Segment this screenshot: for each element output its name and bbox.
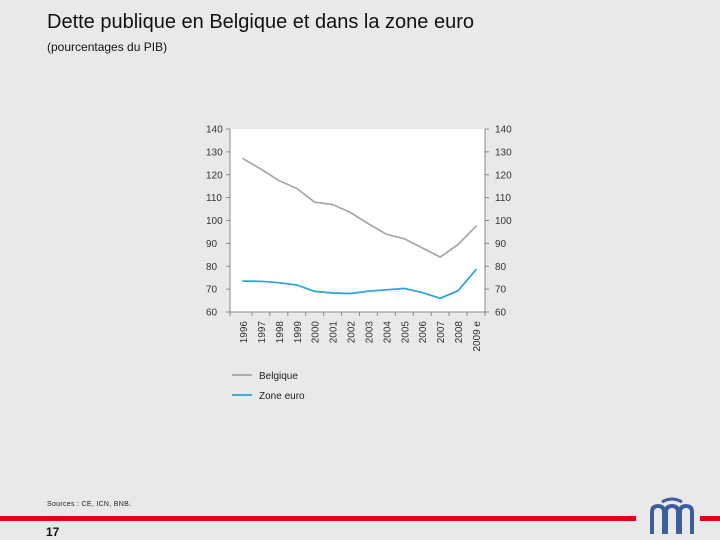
y-tick-label-right: 140: [495, 125, 512, 136]
x-tick-label: 2008: [454, 321, 465, 344]
y-tick-label-right: 130: [495, 147, 512, 158]
x-tick-label: 2001: [329, 321, 340, 344]
x-tick-label: 2000: [311, 321, 322, 344]
x-tick-label: 2009 e: [472, 321, 483, 352]
y-tick-label-left: 60: [206, 308, 218, 319]
x-tick-label: 1996: [239, 321, 250, 344]
x-tick-label: 2003: [364, 321, 375, 344]
line-chart: 140 130 120 110 100 90 80 70 60 140 130 120 110 100 9…: [206, 125, 512, 403]
series-line-belgique: [242, 157, 477, 258]
x-tick-label: 2007: [436, 321, 447, 344]
footer-red-bar: [0, 516, 636, 521]
y-tick-label-left: 80: [206, 262, 218, 273]
x-axis-ticks: 1996 1997 1998 1999 2000 2001 2002 2003 2004 2005…: [229, 312, 486, 352]
y-tick-label-left: 120: [206, 170, 223, 181]
y-tick-label-left: 130: [206, 147, 223, 158]
x-tick-label: 1997: [257, 321, 268, 344]
legend-label: Belgique: [259, 371, 298, 382]
page-subtitle: (pourcentages du PIB): [47, 40, 168, 54]
y-tick-label-left: 70: [206, 285, 218, 296]
y-tick-label-left: 100: [206, 216, 223, 227]
x-tick-label: 2005: [400, 321, 411, 344]
y-tick-label-left: 90: [206, 239, 218, 250]
sources-note: Sources : CE, ICN, BNB.: [47, 501, 132, 508]
y-tick-label-right: 120: [495, 170, 512, 181]
x-tick-label: 2002: [347, 321, 358, 344]
x-tick-label: 2006: [418, 321, 429, 344]
footer-red-bar-right: [700, 516, 720, 521]
series-line-zone-euro: [242, 268, 477, 300]
y-tick-label-right: 80: [495, 262, 507, 273]
y-tick-label-right: 70: [495, 285, 507, 296]
chart-series: [242, 157, 477, 300]
y-tick-label-right: 90: [495, 239, 507, 250]
y-tick-label-right: 60: [495, 308, 507, 319]
plot-area: [230, 129, 485, 312]
page-title: Dette publique en Belgique et dans la zo…: [47, 11, 474, 33]
y-axis-left-ticks: 140 130 120 110 100 90 80 70 60: [206, 125, 230, 319]
x-tick-label: 1998: [275, 321, 286, 344]
x-tick-label: 1999: [293, 321, 304, 344]
x-tick-label: 2004: [382, 321, 393, 344]
y-tick-label-right: 100: [495, 216, 512, 227]
y-tick-label-right: 110: [495, 193, 511, 204]
legend-label: Zone euro: [259, 391, 305, 402]
page-number: 17: [46, 525, 60, 539]
y-tick-label-left: 110: [206, 193, 222, 204]
nbb-logo-icon: [650, 497, 694, 534]
chart-legend: Belgique Zone euro: [232, 371, 305, 402]
y-axis-right-ticks: 140 130 120 110 100 90 80 70 60: [485, 125, 512, 319]
y-tick-label-left: 140: [206, 125, 223, 136]
